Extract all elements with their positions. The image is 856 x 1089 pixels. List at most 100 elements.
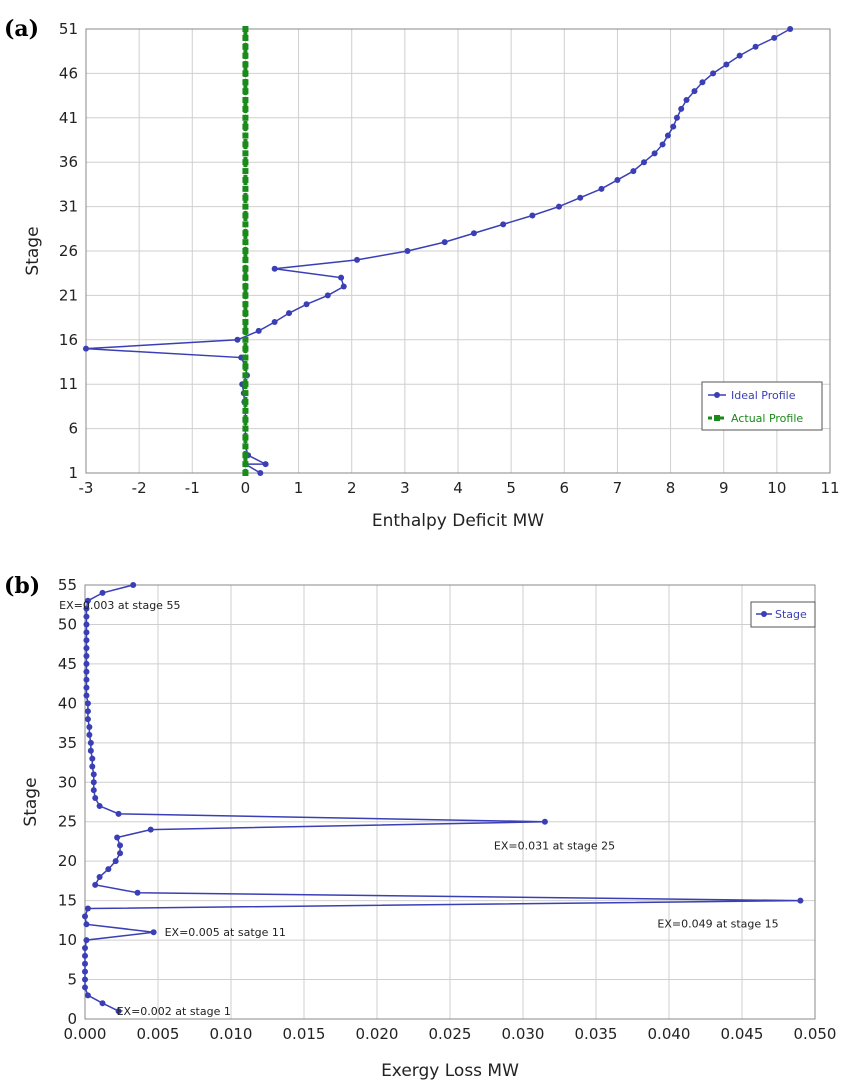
x-tick-label: 7	[613, 479, 623, 497]
data-point	[577, 194, 584, 201]
data-point	[242, 443, 249, 450]
data-point	[242, 248, 249, 254]
data-point	[147, 826, 154, 833]
data-point	[651, 150, 658, 157]
y-tick-label: 1	[68, 464, 78, 482]
data-point	[242, 390, 249, 397]
data-point	[659, 141, 666, 148]
data-point	[242, 301, 249, 308]
data-point	[242, 150, 249, 157]
panel-label-a: (a)	[4, 16, 39, 42]
data-point	[82, 968, 88, 975]
y-tick-label: 10	[58, 931, 77, 949]
data-point	[242, 452, 249, 459]
y-tick-label: 20	[58, 852, 77, 870]
legend-box-a	[701, 381, 823, 431]
data-point	[112, 858, 119, 865]
data-point	[242, 310, 249, 317]
data-point	[96, 873, 103, 880]
annotations-b: EX=0.003 at stage 55 EX=0.031 at stage 25…	[59, 599, 779, 1018]
x-tick-label: 3	[400, 479, 410, 497]
data-point	[83, 637, 90, 644]
data-point	[84, 905, 91, 912]
y-tick-label: 41	[59, 109, 78, 127]
annotation-label: EX=0.002 at stage 1	[117, 1005, 231, 1018]
x-tick-label: 5	[506, 479, 516, 497]
x-tick-label: 0.010	[210, 1025, 253, 1043]
data-point	[641, 159, 647, 166]
legend-label-stage: Stage	[775, 608, 807, 621]
data-point	[87, 739, 94, 746]
data-point	[83, 684, 90, 691]
x-tick-label: 0.015	[283, 1025, 326, 1043]
data-point	[242, 354, 249, 361]
data-point	[664, 132, 671, 139]
y-axis-label-a: Stage	[23, 226, 43, 275]
data-point	[242, 159, 249, 166]
data-point	[83, 692, 90, 699]
data-point	[500, 221, 507, 228]
data-point	[242, 398, 249, 405]
data-point	[242, 239, 249, 246]
data-point	[630, 168, 637, 175]
legend-label-ideal: Ideal Profile	[731, 389, 796, 402]
data-point	[242, 319, 249, 326]
data-point	[82, 952, 88, 959]
data-point	[82, 976, 88, 983]
y-tick-label: 45	[58, 655, 77, 673]
data-point	[234, 336, 241, 343]
y-tick-label: 31	[59, 198, 78, 216]
series-layer-a	[83, 26, 794, 476]
data-point	[83, 605, 90, 612]
data-point	[614, 176, 621, 183]
data-point	[83, 937, 90, 944]
data-point	[303, 301, 310, 308]
data-point	[242, 425, 249, 432]
x-tick-label: 0.005	[137, 1025, 180, 1043]
data-point	[242, 434, 249, 441]
y-tick-label: 46	[59, 64, 78, 82]
y-axis-label-b: Stage	[21, 777, 41, 826]
data-point	[242, 470, 249, 476]
y-tick-labels-b: 0 5 10 15 20 25 30 35 40 45 50 55	[58, 576, 77, 1028]
data-point	[683, 97, 690, 104]
data-point	[797, 897, 804, 904]
annotation-label: EX=0.005 at satge 11	[165, 926, 286, 939]
data-point	[242, 212, 249, 219]
chart-panel-a: (a) -3 -2 -1 0 1 2 3 4 5 6 7 8 9 10 11 161116212631364…	[4, 16, 840, 531]
data-point	[242, 70, 249, 77]
data-point	[255, 327, 262, 334]
data-point	[83, 629, 90, 636]
data-point	[90, 779, 97, 786]
data-point	[242, 105, 249, 112]
data-point	[99, 1000, 106, 1007]
data-point	[242, 336, 249, 343]
data-point	[271, 265, 278, 272]
data-point	[86, 724, 93, 731]
data-point	[105, 866, 112, 873]
annotation-label: EX=0.049 at stage 15	[657, 918, 778, 931]
panel-label-b: (b)	[4, 573, 40, 599]
data-point	[262, 461, 269, 468]
data-point	[340, 283, 347, 290]
x-tick-label: -3	[79, 479, 94, 497]
x-axis-label-b: Exergy Loss MW	[381, 1061, 519, 1081]
data-point	[242, 61, 249, 68]
legend-marker-actual	[714, 415, 720, 421]
data-point	[86, 731, 93, 738]
data-point	[242, 274, 249, 281]
y-tick-label: 15	[58, 892, 77, 910]
x-tick-label: 0.000	[64, 1025, 107, 1043]
x-tick-label: 6	[560, 479, 570, 497]
data-point	[752, 43, 759, 50]
data-point	[598, 185, 605, 192]
data-point	[723, 61, 730, 68]
data-point	[242, 88, 249, 95]
data-point	[242, 292, 249, 299]
x-tick-label: -2	[132, 479, 147, 497]
plot-frame-a	[85, 28, 831, 474]
x-tick-label: 11	[820, 479, 839, 497]
data-point	[242, 185, 249, 192]
data-point	[82, 984, 88, 991]
